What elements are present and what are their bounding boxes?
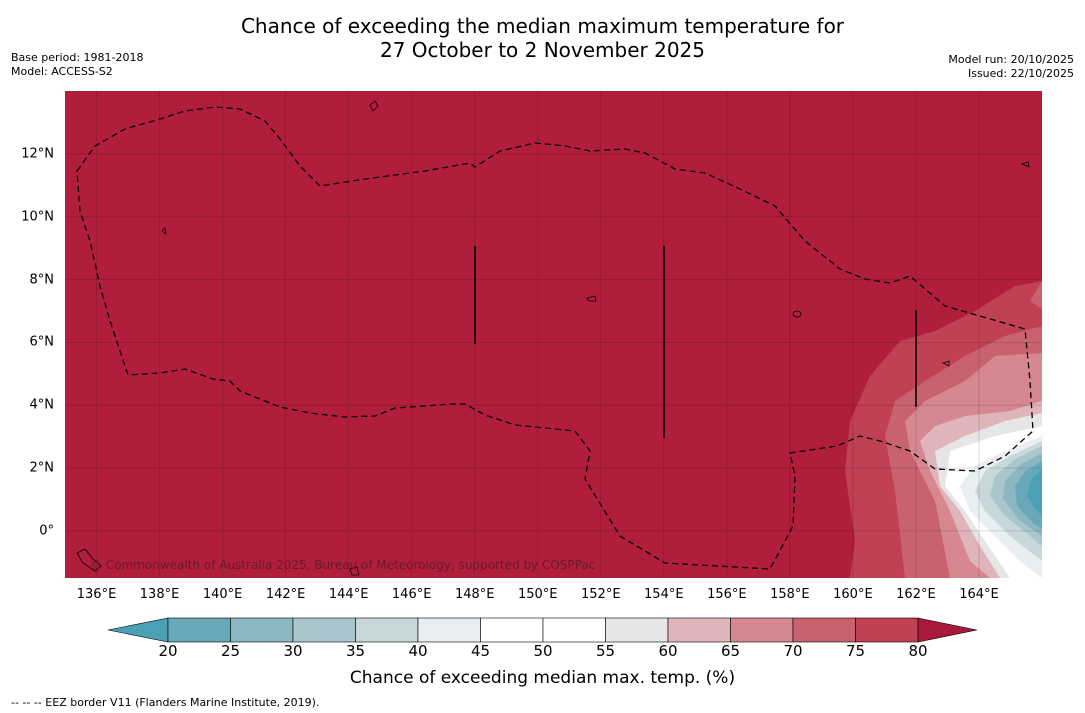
latitude-label: 10°N (21, 209, 54, 225)
title-line-2: 27 October to 2 November 2025 (379, 38, 706, 62)
longitude-label: 148°E (454, 587, 495, 602)
colorbar-tick-label: 50 (533, 642, 553, 660)
colorbar-segment (292, 617, 356, 643)
colorbar-segment (480, 617, 544, 643)
issued-date: Issued: 22/10/2025 (967, 67, 1074, 80)
colorbar-tick-label: 45 (470, 642, 491, 660)
latitude-label: 12°N (21, 146, 54, 162)
colorbar-under-arrow (107, 617, 169, 643)
colorbar-tick-label: 65 (720, 642, 741, 660)
map-area[interactable] (65, 91, 1042, 578)
colorbar-label: Chance of exceeding median max. temp. (%… (349, 668, 736, 688)
colorbar-tick-label: 40 (408, 642, 428, 660)
longitude-label: 152°E (581, 587, 621, 602)
colorbar-tick-label: 30 (283, 642, 303, 660)
longitude-label: 162°E (896, 587, 936, 602)
base-period: Base period: 1981-2018 (11, 51, 144, 64)
colorbar-segment (167, 617, 231, 643)
longitude-label: 154°E (644, 587, 684, 602)
colorbar (107, 617, 978, 643)
latitude-label: 4°N (29, 397, 55, 413)
longitude-label: 142°E (265, 587, 306, 602)
model-run-date: Model run: 20/10/2025 (948, 53, 1074, 66)
colorbar-segment (605, 617, 669, 643)
map-title: Chance of exceeding the median maximum t… (0, 14, 1085, 62)
colorbar-segment (730, 617, 794, 643)
colorbar-segment (667, 617, 731, 643)
colorbar-tick-label: 80 (908, 642, 928, 660)
colorbar-tick-label: 55 (595, 642, 616, 660)
eez-border (76, 106, 1034, 570)
colorbar-tick-label: 70 (783, 642, 803, 660)
longitude-label: 146°E (391, 587, 432, 602)
longitude-label: 136°E (76, 587, 117, 602)
colorbar-tick-label: 75 (845, 642, 866, 660)
eez-footnote: -- -- -- EEZ border V11 (Flanders Marine… (11, 696, 320, 709)
longitude-label: 140°E (202, 587, 243, 602)
latitude-label: 0° (39, 523, 54, 539)
longitude-label: 144°E (328, 587, 369, 602)
latitude-label: 8°N (29, 272, 55, 288)
longitude-label: 158°E (770, 587, 810, 602)
colorbar-segment (792, 617, 856, 643)
run-info: Model run: 20/10/2025 Issued: 22/10/2025 (948, 53, 1074, 81)
longitude-label: 164°E (959, 587, 999, 602)
graticule (65, 91, 1042, 578)
colorbar-tick-label: 60 (658, 642, 678, 660)
longitude-label: 156°E (707, 587, 747, 602)
map-canvas[interactable] (65, 91, 1042, 578)
low-probability-region (845, 281, 1042, 578)
latitude-label: 2°N (29, 460, 55, 476)
colorbar-segment (542, 617, 606, 643)
colorbar-tick-label: 35 (345, 642, 366, 660)
longitude-label: 160°E (833, 587, 873, 602)
colorbar-segment (417, 617, 481, 643)
colorbar-tick-label: 25 (220, 642, 241, 660)
colorbar-tick-label: 20 (158, 642, 178, 660)
colorbar-over-arrow (917, 617, 978, 643)
islands (76, 100, 1030, 576)
title-line-1: Chance of exceeding the median maximum t… (240, 14, 845, 38)
longitude-label: 138°E (139, 587, 180, 602)
copyright-credit: © Commonwealth of Australia 2025, Bureau… (90, 558, 596, 572)
colorbar-segment (355, 617, 419, 643)
tracks (474, 246, 917, 438)
longitude-label: 150°E (517, 587, 558, 602)
model-info: Base period: 1981-2018 Model: ACCESS-S2 (11, 51, 143, 79)
colorbar-segment (230, 617, 294, 643)
model-name: Model: ACCESS-S2 (11, 65, 113, 78)
latitude-label: 6°N (29, 334, 55, 350)
colorbar-segment (855, 617, 919, 643)
